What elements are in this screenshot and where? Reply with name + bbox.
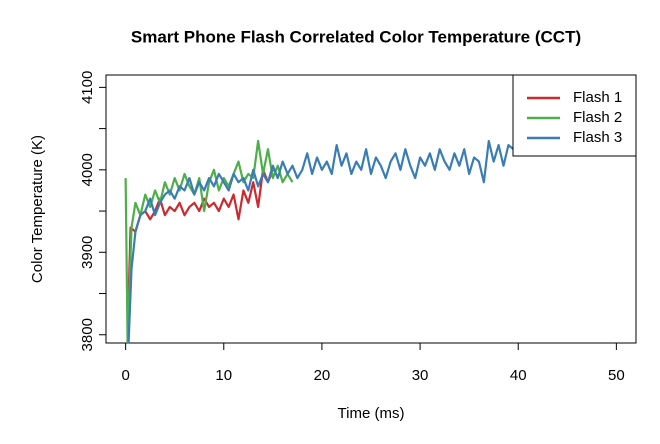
plot-frame [105, 74, 637, 344]
legend-box [512, 74, 637, 157]
legend-label: Flash 1 [573, 89, 622, 106]
y-tick-label: 4100 [79, 71, 96, 104]
data-line [127, 139, 515, 344]
legend-label: Flash 3 [573, 129, 622, 146]
x-tick-label: 40 [510, 367, 527, 384]
chart-title: Smart Phone Flash Correlated Color Tempe… [131, 27, 581, 46]
y-tick-label: 3900 [79, 236, 96, 269]
y-tick-label: 3800 [79, 318, 96, 351]
data-line [124, 139, 294, 345]
data-line [126, 168, 274, 335]
x-tick-label: 0 [121, 367, 129, 384]
x-tick-label: 10 [215, 367, 232, 384]
x-tick-label: 50 [608, 367, 625, 384]
legend-label: Flash 2 [573, 109, 622, 126]
x-axis-label: Time (ms) [338, 405, 405, 422]
x-tick-label: 30 [412, 367, 429, 384]
y-axis-label: Color Temperature (K) [29, 135, 46, 283]
y-tick-label: 4000 [79, 153, 96, 186]
x-tick-label: 20 [314, 367, 331, 384]
